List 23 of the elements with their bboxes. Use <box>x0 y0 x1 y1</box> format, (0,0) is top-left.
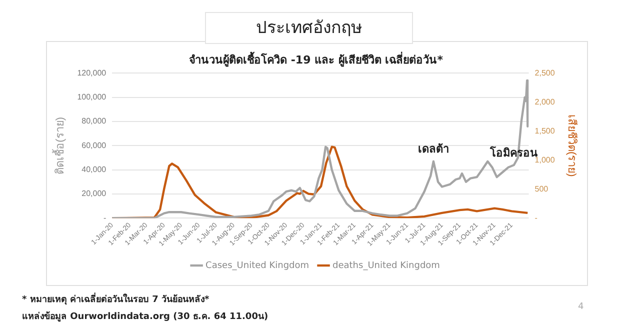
y-tick-label: 100,000 <box>77 92 107 102</box>
y2-tick-label: 1,500 <box>534 126 556 136</box>
y-tick-label: 20,000 <box>82 189 107 198</box>
y2-tick-label: 1,000 <box>534 155 556 164</box>
y-tick-label: 40,000 <box>82 165 107 174</box>
chart-subtitle: จำนวนผู้ติดเชื้อโควิด -19 และ ผู้เสียชีวิต เฉลี่ยต่อวัน* <box>189 51 444 68</box>
legend-label: deaths_United Kingdom <box>332 260 440 271</box>
annotation: เดลต้า <box>418 142 449 156</box>
text: แหล่งข้อมูล Ourworldindata.org (30 ธ.ค. 64 11.00น) <box>22 310 268 323</box>
y-tick-label: 120,000 <box>77 68 107 78</box>
y-axis-title: ติดเชื้อ(ราย) <box>52 117 67 174</box>
y2-tick-label: 2,000 <box>534 97 556 106</box>
y-tick-label: 80,000 <box>82 116 107 126</box>
legend-label: Cases_United Kingdom <box>206 260 310 271</box>
text: * หมายเหตุ ค่าเฉลี่ยต่อวันในรอบ 7 วันย้อนหลัง* <box>22 292 210 306</box>
y2-tick-label: 500 <box>534 184 549 194</box>
text: 4 <box>578 302 584 312</box>
y2-axis-title: เสียชีวิต(ราย) <box>565 114 578 177</box>
chart-title: ประเทศอังกฤษ <box>205 12 413 44</box>
y2-tick-label: - <box>534 213 538 222</box>
y-tick-label: - <box>103 213 106 222</box>
y-tick-label: 60,000 <box>82 140 107 150</box>
y2-tick-label: 2,500 <box>534 68 556 78</box>
